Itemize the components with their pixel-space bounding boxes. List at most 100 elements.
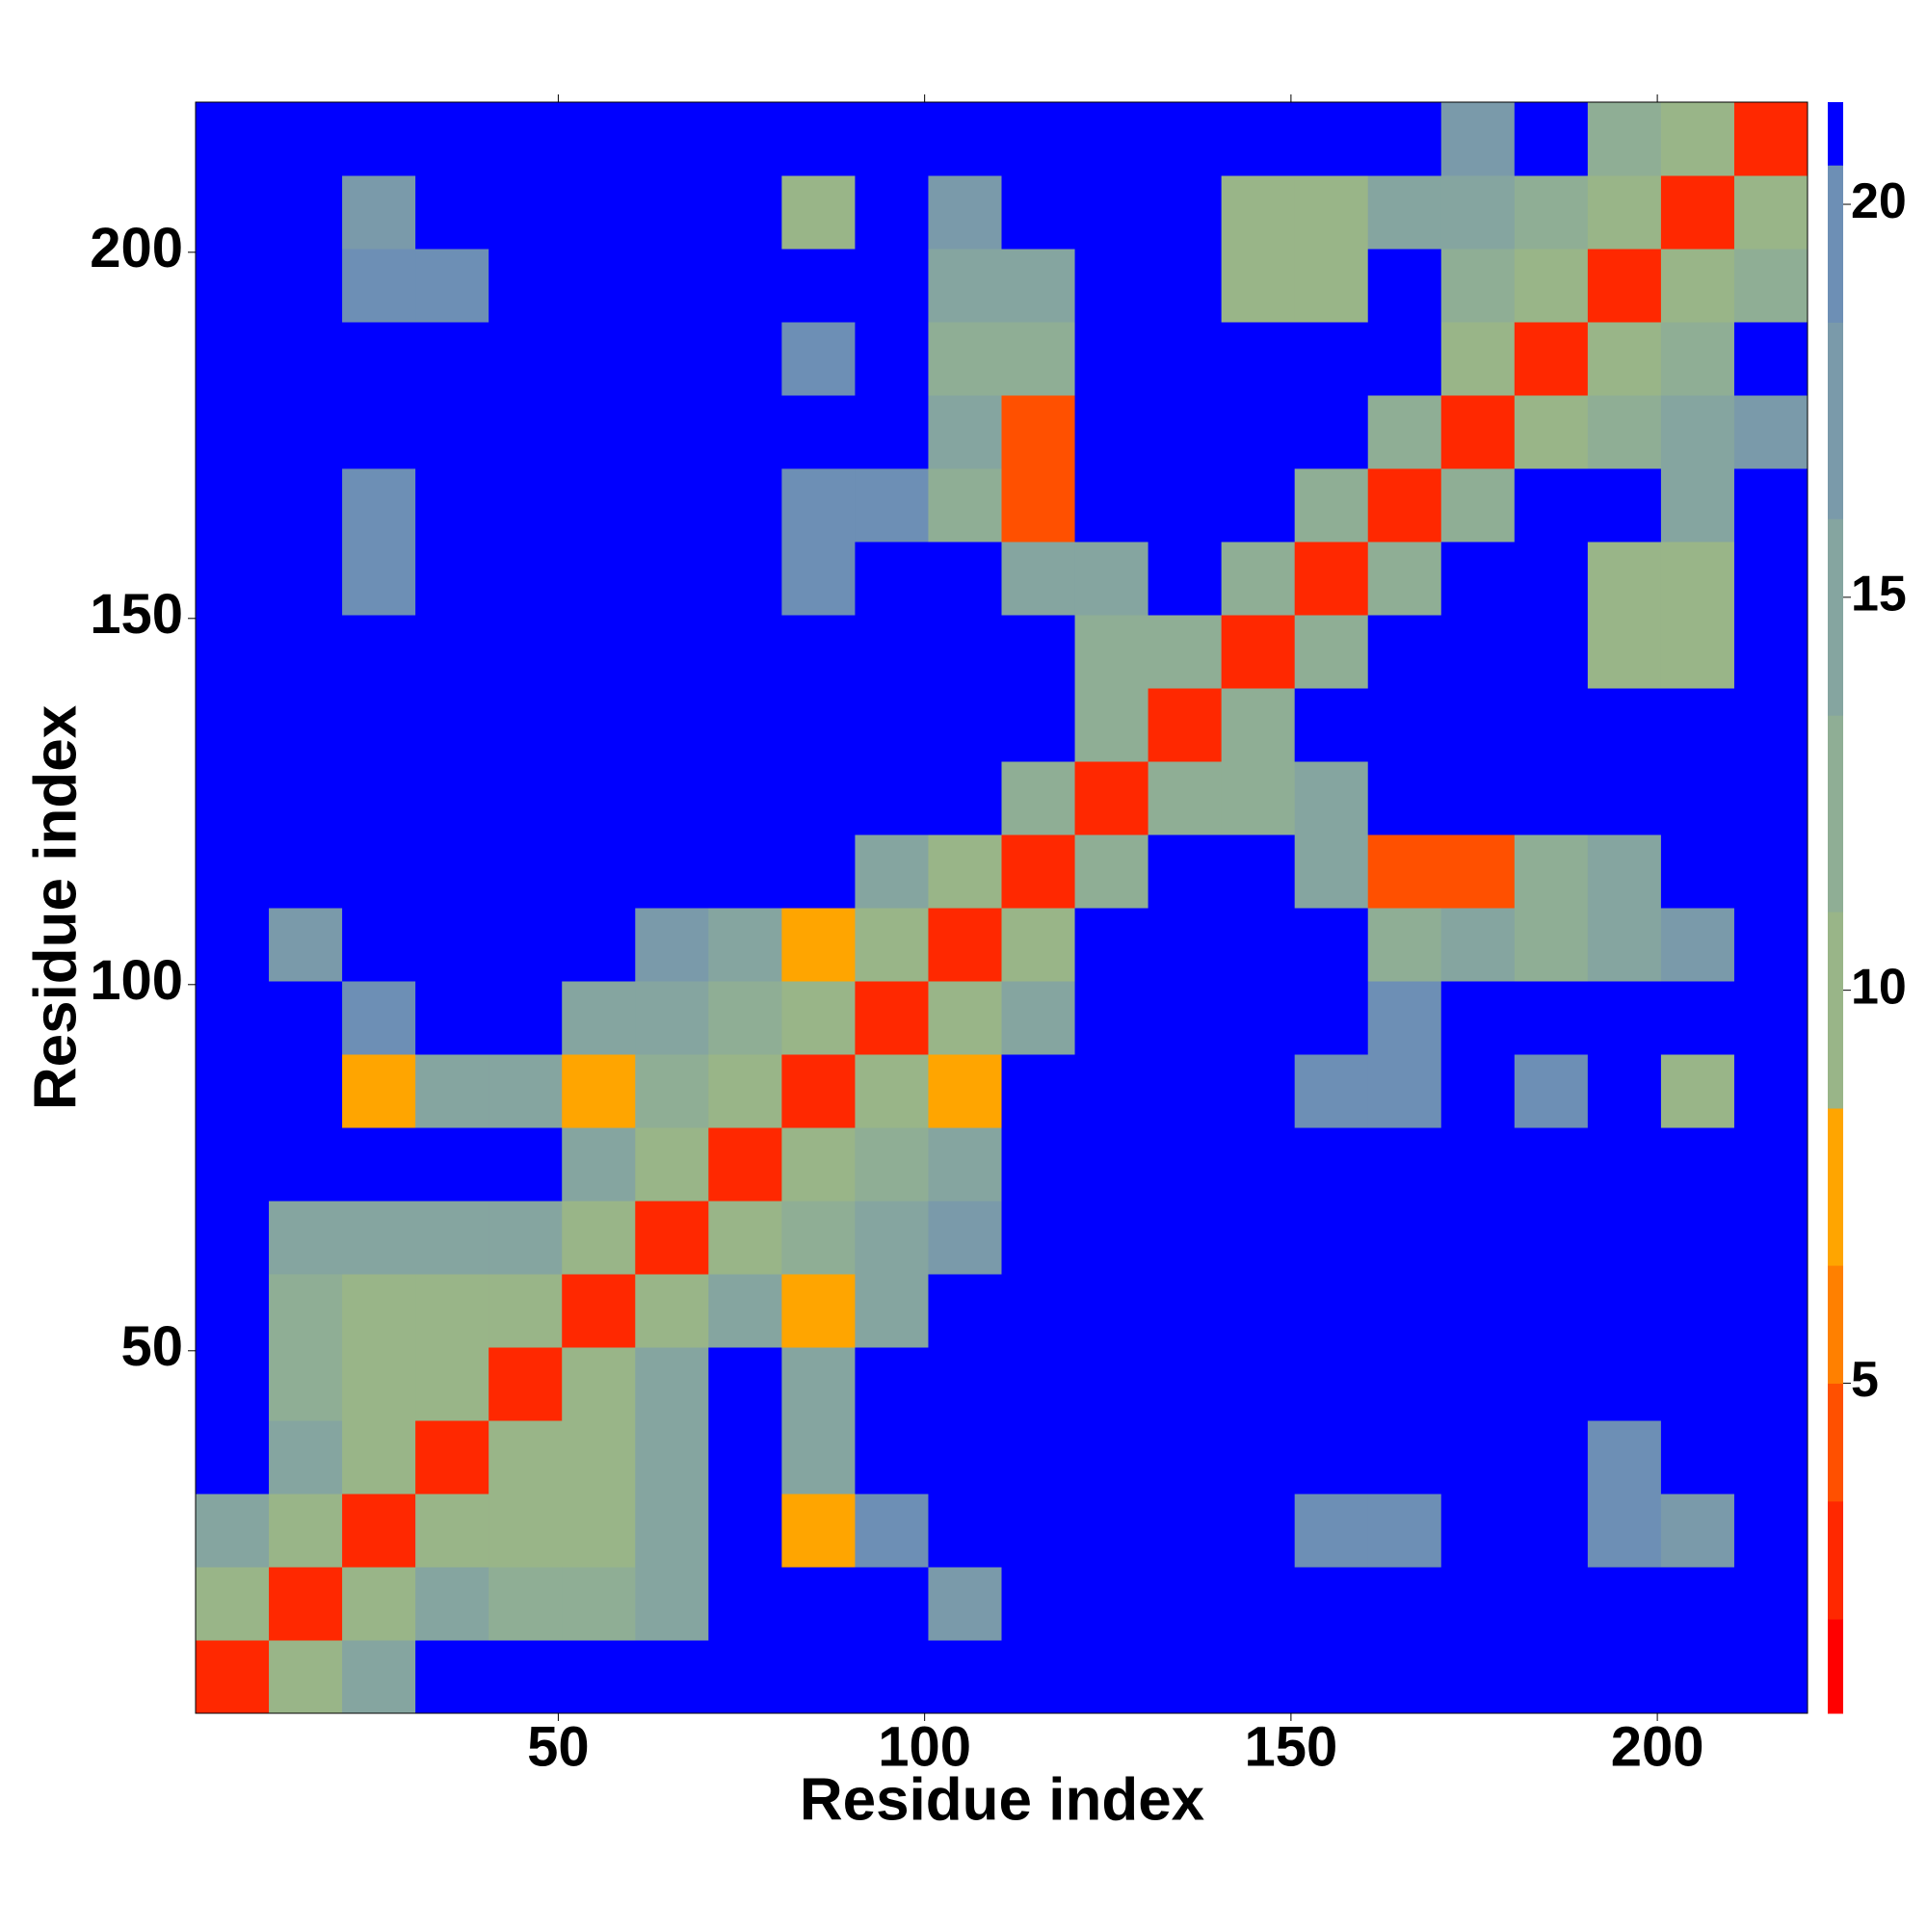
heatmap-cell: [1660, 761, 1735, 835]
heatmap-cell: [1440, 542, 1516, 616]
heatmap-cell: [1074, 615, 1149, 689]
heatmap-cell: [635, 834, 709, 909]
heatmap-cell: [1660, 1494, 1735, 1568]
heatmap-cell: [342, 1567, 416, 1641]
heatmap-cell: [635, 102, 709, 176]
heatmap-cell: [1294, 908, 1369, 982]
heatmap-cell: [269, 1201, 343, 1275]
heatmap-cell: [1440, 395, 1516, 469]
heatmap-cell: [196, 615, 270, 689]
heatmap-cell: [1514, 1347, 1589, 1421]
heatmap-cell: [1440, 175, 1516, 250]
heatmap-cell: [1587, 834, 1662, 909]
heatmap-cell: [708, 761, 782, 835]
colorbar-segment: [1828, 715, 1843, 913]
heatmap-cell: [269, 102, 343, 176]
heatmap-cell: [196, 1494, 270, 1568]
y-tick-label: 100: [90, 949, 183, 1012]
heatmap-cell: [855, 395, 929, 469]
heatmap-cell: [342, 1347, 416, 1421]
heatmap-cell: [1074, 1054, 1149, 1128]
heatmap-cell: [928, 761, 1002, 835]
heatmap-cell: [708, 1274, 782, 1348]
heatmap-cell: [269, 1127, 343, 1202]
colorbar-tick-label: 15: [1851, 567, 1907, 622]
heatmap-cell: [1514, 175, 1589, 250]
heatmap-cell: [562, 468, 636, 543]
heatmap-cell: [635, 1201, 709, 1275]
heatmap-cell: [1440, 908, 1516, 982]
heatmap-cell: [928, 981, 1002, 1055]
heatmap-cell: [635, 249, 709, 323]
heatmap-cell: [415, 468, 489, 543]
heatmap-cell: [269, 615, 343, 689]
heatmap-cell: [1148, 322, 1223, 396]
heatmap-cell: [708, 834, 782, 909]
heatmap-cell: [488, 761, 563, 835]
heatmap-cell: [1587, 175, 1662, 250]
heatmap-cell: [1294, 1347, 1369, 1421]
heatmap-cell: [1221, 834, 1296, 909]
heatmap-cell: [1294, 1567, 1369, 1641]
heatmap-cell: [342, 102, 416, 176]
heatmap-cell: [781, 1201, 856, 1275]
heatmap-cell: [781, 249, 856, 323]
heatmap-cell: [1587, 761, 1662, 835]
heatmap-cell: [415, 1494, 489, 1568]
heatmap-cell: [1440, 1567, 1516, 1641]
heatmap-cell: [1440, 322, 1516, 396]
heatmap-cell: [1733, 834, 1808, 909]
heatmap-cell: [928, 1567, 1002, 1641]
heatmap-cell: [928, 175, 1002, 250]
heatmap-cell: [928, 1640, 1002, 1714]
heatmap-cell: [781, 1054, 856, 1128]
heatmap-cell: [1074, 468, 1149, 543]
heatmap-cell: [855, 908, 929, 982]
heatmap-cell: [562, 1201, 636, 1275]
heatmap-cell: [1367, 615, 1442, 689]
heatmap-cell: [855, 688, 929, 762]
colorbar-tick-label: 10: [1851, 959, 1907, 1015]
heatmap-cell: [1660, 1274, 1735, 1348]
heatmap-cell: [855, 1567, 929, 1641]
heatmap-cell: [1074, 1494, 1149, 1568]
heatmap-cell: [342, 322, 416, 396]
heatmap-cell: [1733, 1127, 1808, 1202]
heatmap-cell: [1294, 322, 1369, 396]
heatmap-cell: [1001, 688, 1076, 762]
heatmap-cell: [855, 322, 929, 396]
heatmap-cell: [342, 908, 416, 982]
heatmap-cell: [196, 688, 270, 762]
heatmap-cell: [342, 761, 416, 835]
heatmap-cell: [635, 1567, 709, 1641]
heatmap-cell: [1587, 908, 1662, 982]
heatmap-cell: [415, 1201, 489, 1275]
heatmap-cell: [269, 1347, 343, 1421]
heatmap-cell: [928, 102, 1002, 176]
heatmap-cell: [1660, 468, 1735, 543]
heatmap-cell: [1367, 249, 1442, 323]
heatmap-cell: [1660, 981, 1735, 1055]
heatmap-cell: [1367, 1420, 1442, 1495]
heatmap-cell: [1660, 834, 1735, 909]
heatmap-cell: [708, 1127, 782, 1202]
heatmap-cell: [1367, 1567, 1442, 1641]
heatmap-cell: [415, 908, 489, 982]
heatmap-cell: [1294, 1274, 1369, 1348]
heatmap-cell: [415, 761, 489, 835]
heatmap-cell: [196, 761, 270, 835]
heatmap-cell: [1514, 981, 1589, 1055]
colorbar-segment: [1828, 102, 1843, 166]
heatmap-cell: [1733, 1054, 1808, 1128]
heatmap-cell: [1074, 981, 1149, 1055]
heatmap-cell: [562, 1494, 636, 1568]
heatmap-cell: [1074, 1640, 1149, 1714]
heatmap-cell: [1733, 1494, 1808, 1568]
heatmap-cell: [928, 542, 1002, 616]
heatmap-cell: [1514, 249, 1589, 323]
heatmap-cell: [1294, 981, 1369, 1055]
heatmap-cell: [781, 834, 856, 909]
heatmap-cell: [781, 615, 856, 689]
heatmap-cell: [1294, 542, 1369, 616]
heatmap-cell: [1001, 1201, 1076, 1275]
